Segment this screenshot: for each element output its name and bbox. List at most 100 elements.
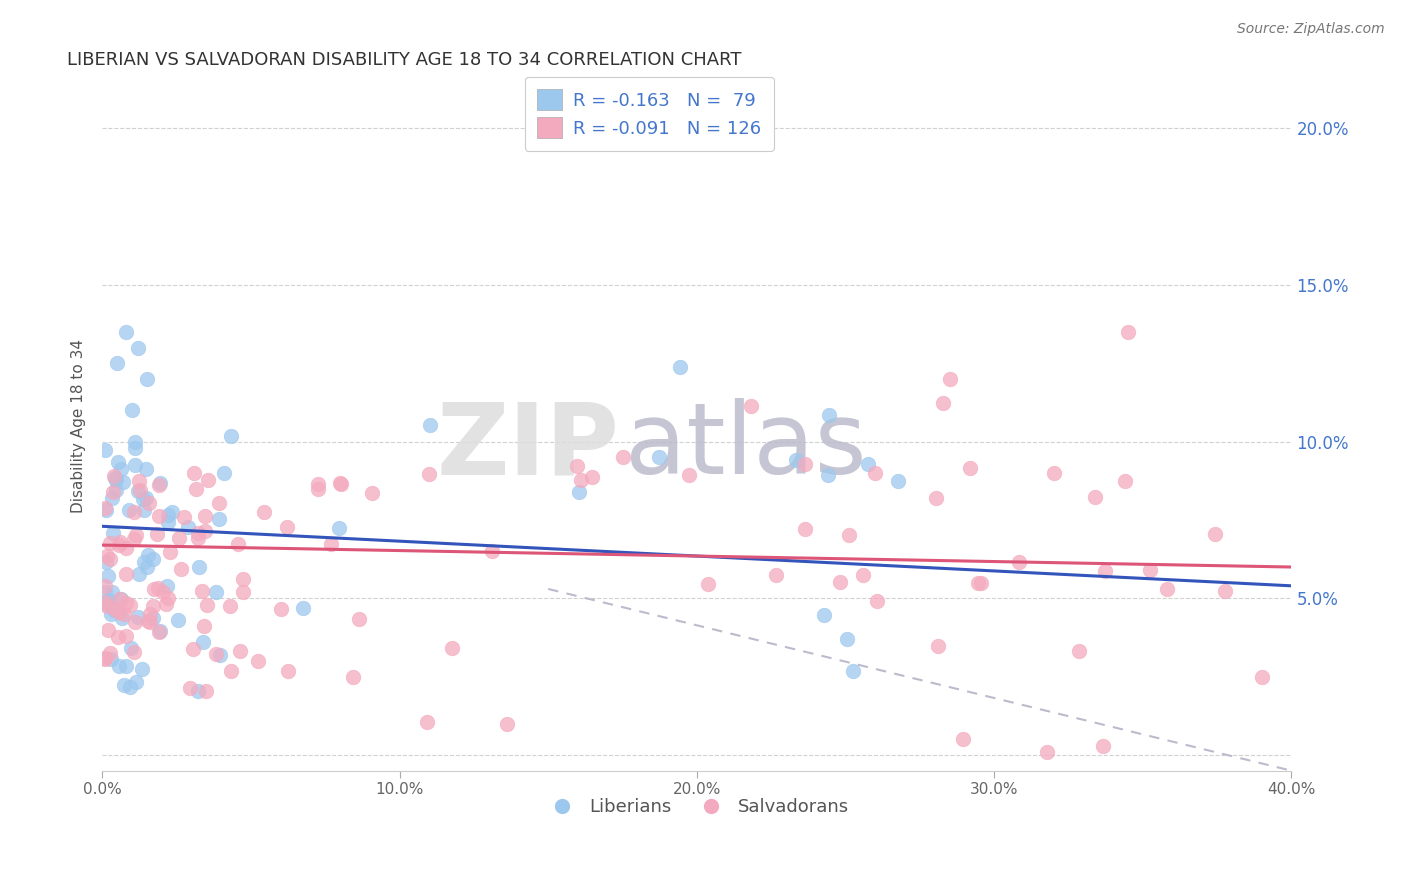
Point [669, 360, 692, 375]
Point [107, 630, 129, 644]
Point [107, 538, 129, 552]
Point [135, 559, 157, 574]
Point [277, 665, 299, 679]
Point [121, 403, 143, 417]
Point [105, 356, 128, 370]
Point [205, 648, 228, 662]
Point [1156, 582, 1178, 597]
Point [197, 474, 219, 488]
Point [103, 469, 125, 483]
Point [696, 577, 718, 591]
Point [156, 515, 179, 529]
Point [496, 717, 519, 731]
Point [118, 681, 141, 695]
Point [96, 555, 118, 569]
Point [938, 372, 960, 386]
Point [187, 531, 209, 545]
Point [188, 560, 211, 574]
Point [208, 512, 231, 526]
Point [347, 612, 370, 626]
Point [156, 508, 179, 523]
Point [135, 372, 157, 386]
Point [124, 458, 146, 472]
Point [105, 473, 128, 487]
Point [104, 471, 127, 485]
Point [187, 683, 209, 698]
Point [794, 522, 817, 536]
Point [149, 475, 172, 490]
Y-axis label: Disability Age 18 to 34: Disability Age 18 to 34 [72, 339, 86, 513]
Point [94, 579, 117, 593]
Point [128, 483, 150, 497]
Point [270, 602, 292, 616]
Point [1042, 466, 1064, 480]
Point [105, 483, 128, 498]
Point [969, 575, 991, 590]
Point [108, 605, 131, 619]
Point [932, 396, 955, 410]
Point [94, 651, 117, 665]
Point [246, 654, 269, 668]
Point [307, 482, 329, 496]
Point [648, 450, 671, 465]
Text: ZIP: ZIP [437, 398, 620, 495]
Point [1204, 527, 1226, 541]
Legend: Liberians, Salvadorans: Liberians, Salvadorans [537, 791, 856, 823]
Point [179, 681, 201, 695]
Point [418, 467, 440, 481]
Point [138, 496, 160, 510]
Point [115, 658, 138, 673]
Point [952, 732, 974, 747]
Point [97, 568, 120, 582]
Point [441, 641, 464, 656]
Point [569, 473, 592, 487]
Point [152, 585, 174, 599]
Point [96, 599, 118, 614]
Point [219, 429, 242, 443]
Point [146, 581, 169, 595]
Point [828, 574, 851, 589]
Point [135, 491, 157, 505]
Point [128, 566, 150, 581]
Point [124, 441, 146, 455]
Point [118, 503, 141, 517]
Point [125, 528, 148, 542]
Point [1116, 325, 1139, 339]
Point [98, 646, 121, 660]
Point [191, 584, 214, 599]
Text: atlas: atlas [626, 398, 868, 495]
Point [167, 531, 190, 545]
Point [187, 525, 209, 540]
Point [1094, 564, 1116, 578]
Point [856, 457, 879, 471]
Point [115, 567, 138, 582]
Point [120, 641, 142, 656]
Point [111, 611, 134, 625]
Point [329, 477, 352, 491]
Point [122, 505, 145, 519]
Point [139, 607, 162, 621]
Point [568, 484, 591, 499]
Point [328, 521, 350, 535]
Point [219, 664, 242, 678]
Point [132, 492, 155, 507]
Point [226, 537, 249, 551]
Point [276, 519, 298, 533]
Point [253, 505, 276, 519]
Point [94, 595, 117, 609]
Point [183, 466, 205, 480]
Point [98, 551, 121, 566]
Point [1114, 474, 1136, 488]
Point [101, 485, 124, 500]
Point [156, 591, 179, 606]
Point [96, 597, 118, 611]
Point [841, 665, 863, 679]
Point [94, 443, 117, 458]
Point [107, 455, 129, 469]
Point [139, 615, 162, 629]
Point [837, 528, 859, 542]
Point [967, 575, 990, 590]
Point [120, 598, 142, 612]
Point [1008, 555, 1031, 569]
Point [291, 601, 314, 615]
